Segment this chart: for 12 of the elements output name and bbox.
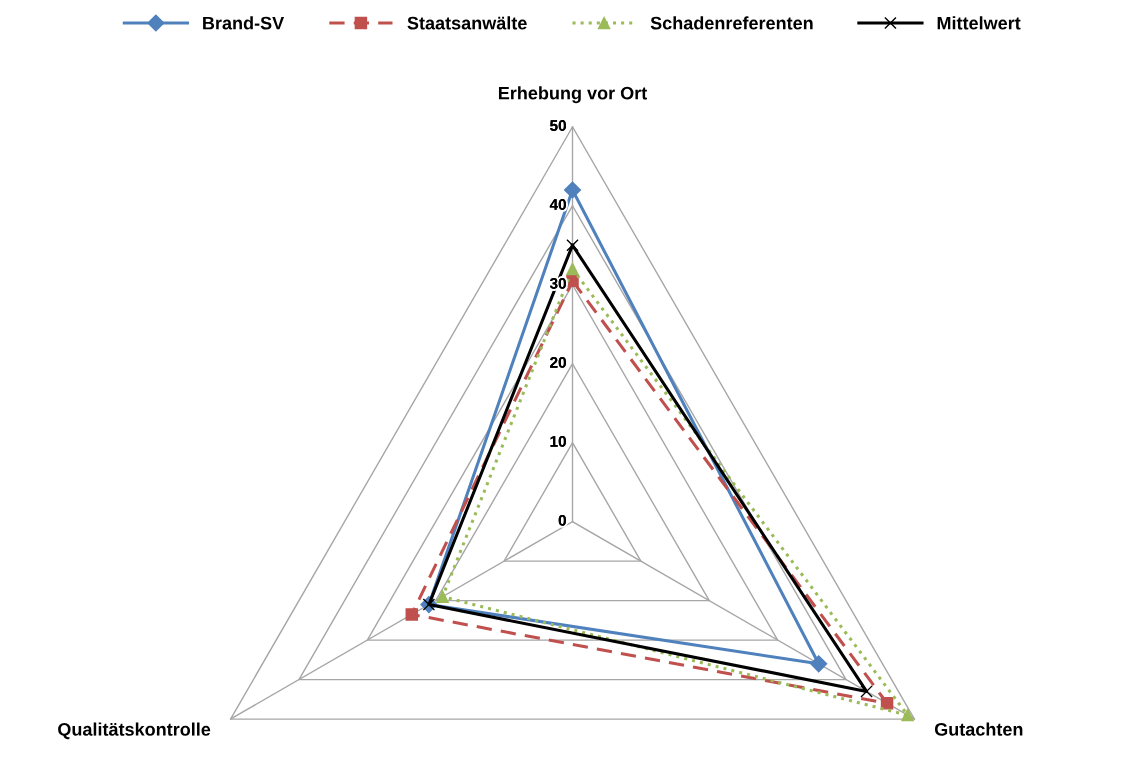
y-tick-label: 50	[550, 120, 566, 131]
legend-label: Brand-SV	[203, 16, 285, 30]
y-tick-label: 20	[550, 357, 566, 368]
spoke-label: Qualitätskontrolle	[58, 722, 211, 740]
y-tick-label: 10	[550, 435, 566, 447]
spoke-label: Erhebung vor Ort	[498, 86, 648, 104]
legend-label: Mittelwert	[937, 16, 1021, 30]
y-tick-label: 0	[558, 514, 566, 526]
spoke-label: Gutachten	[934, 722, 1023, 736]
legend-label: Staatsanwälte	[407, 16, 527, 30]
legend-label: Schadenreferenten	[650, 16, 813, 30]
y-tick-label: 40	[549, 199, 566, 210]
